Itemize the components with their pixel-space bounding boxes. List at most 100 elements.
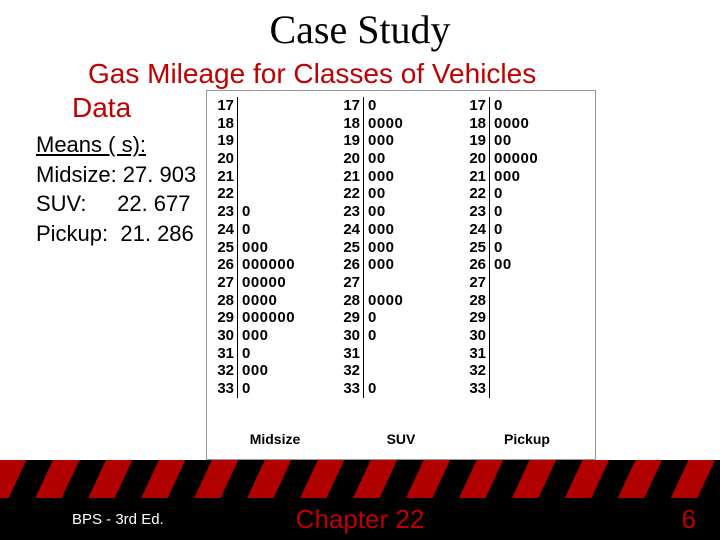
stem-separator — [237, 168, 238, 186]
stem-separator — [237, 380, 238, 398]
stemplot: 1718192021222302402500026000000270000028… — [206, 90, 596, 460]
stem-key: 30 — [215, 327, 237, 345]
stem-key: 17 — [341, 97, 363, 115]
stem-key: 26 — [215, 256, 237, 274]
stem-key: 22 — [215, 185, 237, 203]
stem-separator — [237, 327, 238, 345]
stem-key: 32 — [215, 362, 237, 380]
stem-key: 30 — [341, 327, 363, 345]
stem-leaf: 00 — [368, 185, 386, 203]
stem-separator — [489, 115, 490, 133]
stem-row: 32 000 — [215, 362, 335, 380]
stem-row: 21 — [215, 168, 335, 186]
stem-row: 310 — [215, 345, 335, 363]
stem-row: 26 000000 — [215, 256, 335, 274]
stem-row: 240 — [215, 221, 335, 239]
stem-leaf: 000000 — [242, 256, 295, 274]
stem-leaf: 0 — [368, 327, 377, 345]
stem-row: 29 000000 — [215, 309, 335, 327]
content-area: Gas Mileage for Classes of Vehicles Data… — [0, 54, 720, 460]
stem-leaf: 000 — [368, 256, 395, 274]
stem-leaf: 000 — [242, 362, 269, 380]
stem-key: 21 — [215, 168, 237, 186]
stem-leaf: 0 — [368, 380, 377, 398]
stem-separator — [363, 345, 364, 363]
stem-separator — [363, 168, 364, 186]
stem-key: 28 — [215, 292, 237, 310]
stem-row: 180000 — [467, 115, 587, 133]
stem-row: 2300 — [341, 203, 461, 221]
stem-key: 27 — [215, 274, 237, 292]
stem-separator — [363, 274, 364, 292]
stem-separator — [489, 256, 490, 274]
stem-row: 280000 — [215, 292, 335, 310]
stem-row: 30000 — [215, 327, 335, 345]
stem-key: 24 — [467, 221, 489, 239]
slide: Case Study Gas Mileage for Classes of Ve… — [0, 0, 720, 540]
stem-row: 32 — [341, 362, 461, 380]
stem-separator — [363, 362, 364, 380]
stem-separator — [237, 203, 238, 221]
stem-key: 26 — [341, 256, 363, 274]
stem-key: 23 — [215, 203, 237, 221]
stem-row: 19000 — [341, 132, 461, 150]
stem-separator — [489, 239, 490, 257]
stem-key: 18 — [341, 115, 363, 133]
stem-separator — [237, 221, 238, 239]
stem-leaf: 0000 — [368, 292, 403, 310]
stem-row: 170 — [341, 97, 461, 115]
stem-separator — [237, 185, 238, 203]
stem-separator — [489, 221, 490, 239]
stem-separator — [489, 362, 490, 380]
stem-leaf: 0000 — [494, 115, 529, 133]
stem-key: 19 — [467, 132, 489, 150]
stem-leaf: 0 — [494, 239, 503, 257]
stem-row: 30 — [467, 327, 587, 345]
stem-row: 32 — [467, 362, 587, 380]
stem-leaf: 0 — [242, 203, 251, 221]
stem-key: 23 — [341, 203, 363, 221]
stem-row: 240 — [467, 221, 587, 239]
stem-row: 28 — [467, 292, 587, 310]
stem-separator — [237, 115, 238, 133]
stem-row: 26 00 — [467, 256, 587, 274]
stem-leaf: 0 — [368, 309, 377, 327]
stem-separator — [489, 327, 490, 345]
stem-leaf: 00 — [494, 132, 512, 150]
stem-key: 32 — [341, 362, 363, 380]
stem-separator — [363, 203, 364, 221]
stem-column: 1718192021222302402500026000000270000028… — [215, 97, 335, 431]
stem-separator — [363, 380, 364, 398]
stem-row: 23 0 — [215, 203, 335, 221]
stem-leaf: 000 — [368, 239, 395, 257]
stem-key: 29 — [215, 309, 237, 327]
stem-row: 21000 — [467, 168, 587, 186]
stem-leaf: 00 — [494, 256, 512, 274]
stem-key: 24 — [341, 221, 363, 239]
stem-key: 21 — [341, 168, 363, 186]
footer-center: Chapter 22 — [296, 504, 425, 535]
stem-key: 31 — [215, 345, 237, 363]
stem-key: 32 — [467, 362, 489, 380]
stem-row: 25000 — [341, 239, 461, 257]
stem-key: 26 — [467, 256, 489, 274]
footer: BPS - 3rd Ed. Chapter 22 6 — [0, 498, 720, 540]
stem-row: 20 — [215, 150, 335, 168]
stem-separator — [363, 97, 364, 115]
stem-leaf: 000000 — [242, 309, 295, 327]
stem-column-label: SUV — [341, 431, 461, 447]
stem-key: 19 — [341, 132, 363, 150]
stem-column-label: Midsize — [215, 431, 335, 447]
stem-separator — [363, 150, 364, 168]
stem-leaf: 0 — [494, 203, 503, 221]
stem-key: 18 — [215, 115, 237, 133]
stem-separator — [489, 292, 490, 310]
stem-leaf: 0 — [242, 380, 251, 398]
stem-key: 20 — [215, 150, 237, 168]
stem-row: 170 — [467, 97, 587, 115]
stem-key: 22 — [341, 185, 363, 203]
stem-key: 17 — [467, 97, 489, 115]
stem-leaf: 00000 — [494, 150, 538, 168]
stem-key: 29 — [341, 309, 363, 327]
stem-separator — [363, 309, 364, 327]
